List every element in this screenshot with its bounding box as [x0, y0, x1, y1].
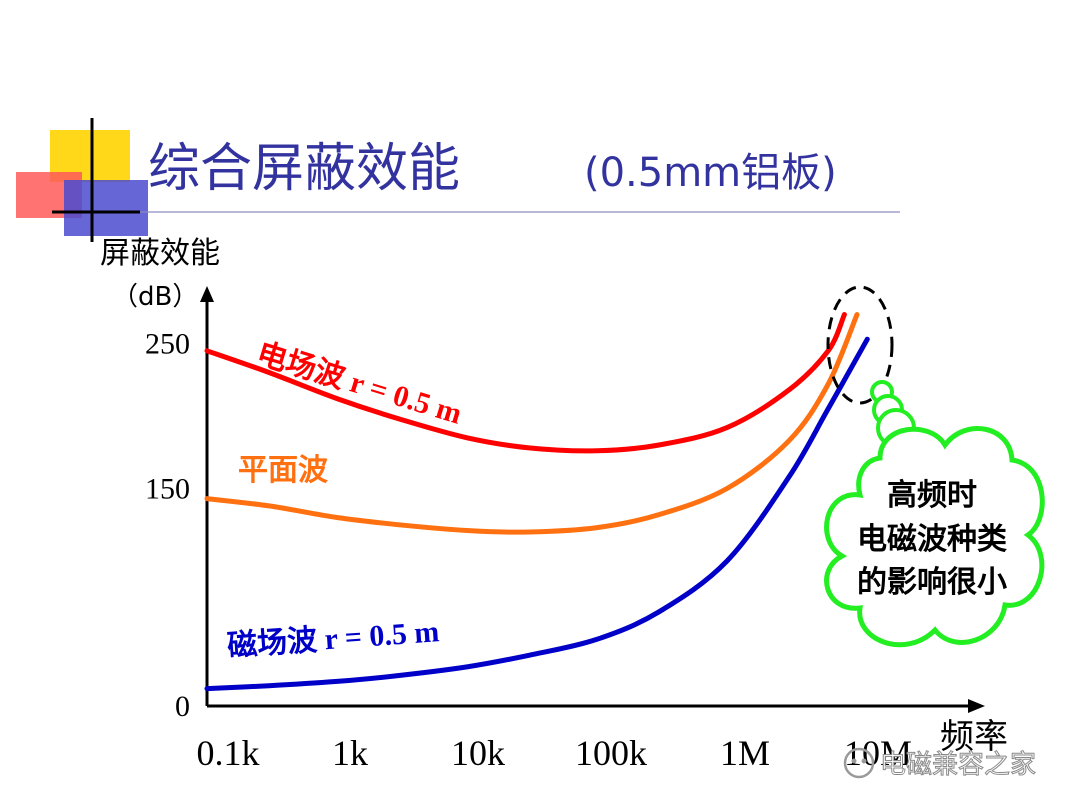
y-tick-label: 250	[145, 328, 190, 361]
watermark-icon	[843, 747, 875, 779]
x-tick-label: 1k	[332, 733, 368, 773]
series-line-plane	[204, 312, 860, 535]
x-tick-label: 10k	[451, 733, 505, 773]
x-tick-labels: 0.1k 1k 10k 100k 1M 10M	[197, 733, 913, 773]
y-tick-label: 150	[145, 473, 190, 506]
watermark-text: 电磁兼容之家	[880, 750, 1036, 780]
x-tick-label: 1M	[720, 733, 770, 773]
x-axis-arrow	[968, 699, 985, 713]
watermark: 电磁兼容之家	[843, 747, 1037, 781]
slide-title: 综合屏蔽效能	[148, 139, 460, 199]
series-line-electric	[204, 312, 847, 454]
series-label-plane: 平面波	[238, 454, 329, 487]
title-decoration	[16, 118, 900, 242]
y-axis-unit: （dB）	[112, 282, 198, 312]
series-label-electric: 电场波 r = 0.5 m	[253, 337, 466, 431]
axes	[200, 286, 985, 713]
annotation-line-3: 的影响很小	[857, 565, 1007, 600]
annotation-cloud: 高频时 电磁波种类 的影响很小	[824, 380, 1045, 648]
annotation-line-2: 电磁波种类	[857, 522, 1007, 557]
highlight-ellipse	[826, 285, 894, 405]
series-lines	[204, 312, 870, 692]
series-line-magnetic	[204, 336, 870, 692]
x-tick-label: 0.1k	[197, 733, 260, 773]
series-label-magnetic: 磁场波 r = 0.5 m	[226, 614, 440, 663]
y-tick-label: 0	[175, 690, 190, 723]
y-axis-label: 屏蔽效能	[100, 236, 220, 271]
cloud-shape	[824, 426, 1045, 648]
x-tick-label: 10M	[844, 733, 912, 773]
slide-subtitle-text: (0.5mm铝板)	[584, 150, 837, 196]
x-tick-label: 100k	[575, 733, 647, 773]
y-tick-labels: 0 150 250	[145, 328, 190, 724]
y-axis-arrow	[200, 286, 214, 302]
x-axis-label: 频率	[940, 717, 1008, 757]
annotation-line-1: 高频时	[887, 478, 977, 513]
